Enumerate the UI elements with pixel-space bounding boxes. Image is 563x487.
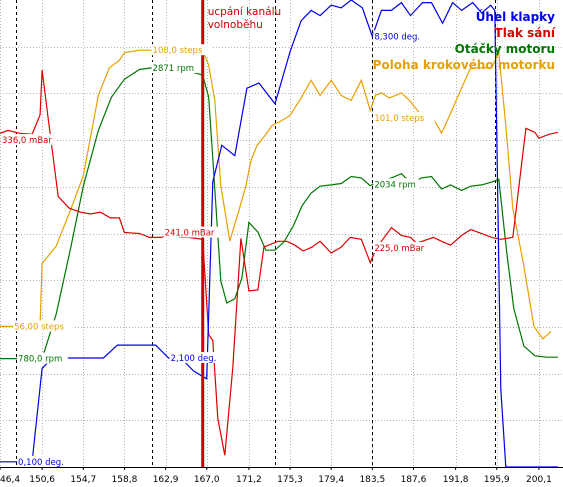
annotation-bg (373, 112, 435, 124)
annotation-bg (17, 455, 74, 467)
annotation-label: 225,0 mBar (374, 244, 424, 254)
x-tick-label: 175,3 (277, 475, 303, 485)
annotation-label: 336,0 mBar (2, 136, 52, 146)
series-line-1 (0, 70, 559, 456)
annotation-bg (169, 352, 226, 364)
x-tick-label: 171,2 (236, 475, 262, 485)
annotation-bg (373, 30, 430, 42)
annotation: 336,0 mBar (1, 134, 57, 146)
annotation-label: 241,0 mBar (165, 229, 215, 239)
annotation-bg (163, 226, 220, 238)
annotation-label: 2871 rpm (153, 64, 195, 74)
annotation: 8,300 deg. (373, 30, 430, 42)
x-tick-labels: 46,4 150,6 154,7 158,8 162,9 167,0 171,2 175,3 1… (0, 467, 552, 485)
annotation-label: 0,100 deg. (18, 458, 64, 468)
x-tick-label: 158,8 (112, 475, 138, 485)
x-tick-label: 191,8 (443, 475, 469, 485)
legend-item-otacky-motoru: Otáčky motoru (455, 42, 555, 56)
annotation-bg (17, 352, 68, 364)
annotation: 241,0 mBar (163, 226, 220, 239)
series-line-2 (0, 66, 558, 361)
annotation-label: 56,00 steps (14, 322, 64, 332)
x-tick-label: 167,0 (194, 475, 220, 485)
annotation-label: 8,300 deg. (374, 32, 420, 42)
x-tick-label: 46,4 (0, 475, 20, 485)
annotation: 0,100 deg. (17, 455, 74, 468)
annotation: 108,0 steps (151, 44, 213, 56)
annotation: 2034 rpm (373, 178, 419, 190)
annotation-bg (13, 320, 75, 332)
annotation-bg (151, 44, 213, 56)
annotation-bg (373, 178, 419, 190)
annotation-label: 101,0 steps (374, 114, 424, 124)
annotation-bg (151, 61, 197, 73)
annotation: 56,00 steps (13, 320, 75, 332)
annotation: 2,100 deg. (169, 352, 226, 364)
x-tick-label: 183,5 (359, 475, 385, 485)
legend-item-tlak-sani: Tlak sání (495, 26, 556, 40)
x-tick-label: 179,4 (318, 475, 344, 485)
series-lines (0, 0, 559, 468)
x-tick-label: 195,9 (484, 475, 510, 485)
annotation-bg (373, 242, 430, 254)
annotation: 2871 rpm (151, 61, 197, 74)
x-tick-label: 187,6 (401, 475, 427, 485)
legend-item-poloha-krokoveho-motorku: Poloha krokového motorku (373, 58, 555, 72)
annotation: 225,0 mBar (373, 242, 430, 254)
x-tick-label: 200,1 (526, 475, 552, 485)
legend: Úhel klapky Tlak sání Otáčky motoru Polo… (373, 9, 556, 72)
annotation-label: 2034 rpm (374, 180, 416, 190)
annotation: 780,0 rpm (17, 352, 68, 365)
x-tick-label: 162,9 (153, 475, 179, 485)
series-line-3 (0, 49, 552, 340)
legend-item-uhel-klapky: Úhel klapky (476, 9, 555, 24)
value-annotations: 8,300 deg. 2,100 deg. 0,100 deg. 336,0 mBar… (1, 30, 435, 468)
event-label-line1: ucpání kanálu (208, 6, 281, 18)
annotation: 101,0 steps (373, 112, 435, 124)
x-tick-label: 150,6 (29, 475, 55, 485)
annotation-label: 780,0 rpm (18, 355, 62, 365)
grid-lines (0, 0, 563, 467)
x-tick-label: 154,7 (70, 475, 96, 485)
series-line-0 (0, 0, 558, 468)
event-label-line2: volnoběhu (208, 19, 263, 31)
annotation-label: 2,100 deg. (171, 354, 217, 364)
annotation-bg (1, 134, 57, 146)
annotation-label: 108,0 steps (153, 46, 203, 56)
